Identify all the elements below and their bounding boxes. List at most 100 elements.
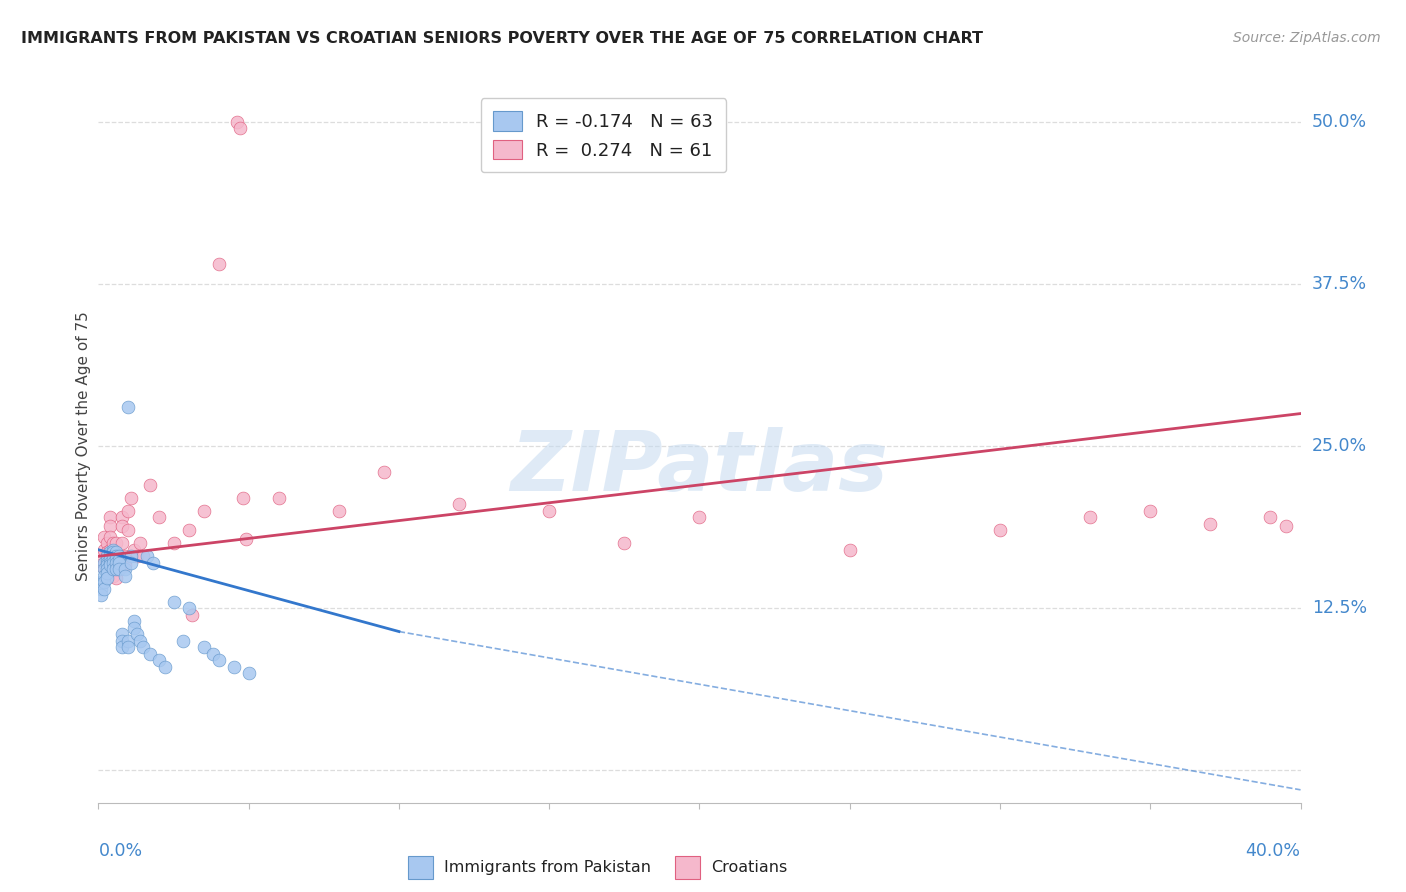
Point [108,553,131,567]
Point [93,556,115,570]
Point [117,400,139,414]
Point [267,491,290,505]
Point [103,568,125,582]
Point [105,545,128,559]
Point [103,549,125,564]
Point [225,114,247,128]
Point [121,556,143,570]
Text: 0.0%: 0.0% [98,842,142,860]
Point [447,497,470,511]
Point [124,614,146,628]
Point [141,556,163,570]
Point [172,633,194,648]
Point [108,556,131,570]
Point [138,647,160,661]
Point [105,549,128,564]
Point [180,607,202,622]
Point [105,545,128,559]
Point [96,556,118,570]
Point [114,558,136,573]
Text: 40.0%: 40.0% [1246,842,1301,860]
Point [108,562,131,576]
Point [988,524,1011,538]
Text: 25.0%: 25.0% [1312,437,1367,455]
Point [103,558,125,573]
Point [105,558,128,573]
Point [105,552,128,566]
Point [111,627,134,641]
Point [132,549,155,564]
Point [127,627,149,641]
Point [100,519,122,533]
Point [103,556,125,570]
Point [148,510,170,524]
Point [96,562,118,576]
Text: IMMIGRANTS FROM PAKISTAN VS CROATIAN SENIORS POVERTY OVER THE AGE OF 75 CORRELAT: IMMIGRANTS FROM PAKISTAN VS CROATIAN SEN… [21,31,983,46]
Point [105,536,128,550]
Point [93,568,115,582]
Point [100,558,122,573]
Point [93,542,115,557]
Point [96,556,118,570]
Point [100,542,122,557]
Point [96,545,118,559]
Point [111,510,134,524]
Point [96,553,118,567]
Point [124,621,146,635]
Point [100,552,122,566]
Point [90,588,112,602]
Point [177,524,200,538]
Point [201,647,224,661]
Point [90,558,112,573]
Point [121,549,143,564]
Point [103,542,125,557]
Point [103,562,125,576]
Point [111,633,134,648]
Point [538,504,561,518]
Point [103,536,125,550]
Point [177,601,200,615]
Point [96,566,118,581]
Y-axis label: Seniors Poverty Over the Age of 75: Seniors Poverty Over the Age of 75 [76,311,91,581]
Point [129,633,152,648]
Text: 50.0%: 50.0% [1312,112,1367,130]
Text: ZIPatlas: ZIPatlas [510,427,889,508]
Point [100,556,122,570]
Point [108,549,131,564]
Point [124,542,146,557]
Point [1199,516,1222,531]
Point [100,545,122,559]
Point [135,549,157,564]
Point [129,536,152,550]
Point [100,510,122,524]
Point [93,562,115,576]
Legend: R = -0.174   N = 63, R =  0.274   N = 61: R = -0.174 N = 63, R = 0.274 N = 61 [481,98,725,172]
Point [96,549,118,564]
Point [100,530,122,544]
Point [96,571,118,585]
Point [235,533,257,547]
Point [208,653,231,667]
Point [127,549,149,564]
Text: 37.5%: 37.5% [1312,275,1367,293]
Point [90,582,112,596]
Point [105,562,128,576]
Point [838,542,860,557]
Point [373,465,395,479]
Point [328,504,350,518]
Point [193,504,215,518]
Point [222,659,245,673]
Text: 12.5%: 12.5% [1312,599,1367,617]
Point [114,549,136,564]
Point [1274,519,1296,533]
Text: Immigrants from Pakistan: Immigrants from Pakistan [444,860,651,875]
Point [238,666,260,681]
Point [613,536,636,550]
Point [208,257,231,271]
Point [103,552,125,566]
Point [121,491,143,505]
Point [93,575,115,590]
Point [132,640,155,654]
Point [114,568,136,582]
Point [93,530,115,544]
